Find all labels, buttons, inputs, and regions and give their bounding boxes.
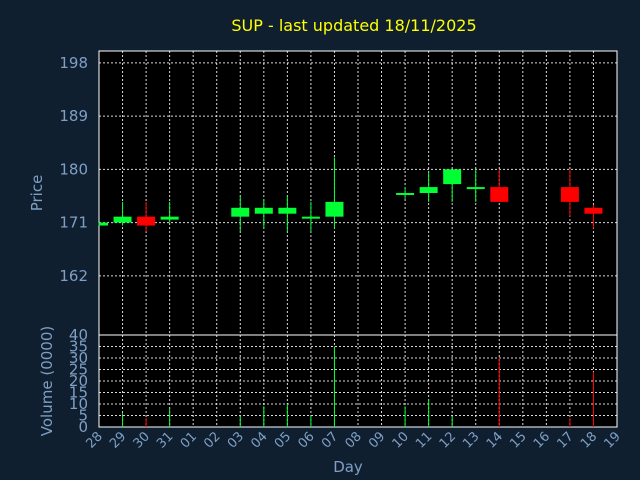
candle-body [419, 187, 438, 193]
candle-body [231, 207, 250, 217]
day-tick-label: 06 [295, 429, 317, 451]
candle-body [254, 207, 273, 214]
day-tick-label: 02 [201, 429, 223, 451]
volume-tick-label: 15 [69, 384, 88, 402]
price-tick-label: 180 [59, 160, 88, 178]
day-tick-label: 31 [154, 429, 176, 451]
candle-body [137, 216, 156, 226]
day-tick-label: 05 [272, 429, 294, 451]
candle-body [584, 207, 603, 214]
day-tick-label: 10 [390, 429, 412, 451]
day-tick-label: 16 [531, 429, 553, 451]
volume-tick-label: 35 [69, 338, 88, 356]
candle-body [160, 216, 179, 220]
x-axis-label: Day [333, 458, 363, 476]
day-tick-label: 01 [178, 429, 200, 451]
day-axis: 28 29 30 31 01 02 03 04 05 06 07 08 09 10 11 12 13 14 15 16… [84, 429, 624, 451]
candle-body [560, 187, 579, 202]
candles [98, 157, 603, 232]
day-tick-label: 30 [131, 429, 153, 451]
candle-body [396, 193, 415, 195]
day-tick-label: 08 [343, 429, 365, 451]
candle-body [99, 222, 108, 226]
price-tick-label: 171 [59, 214, 88, 232]
day-tick-label: 03 [225, 429, 247, 451]
day-tick-label: 09 [366, 429, 388, 451]
chart-title: SUP - last updated 18/11/2025 [231, 16, 476, 35]
day-tick-label: 11 [413, 429, 435, 451]
volume-tick-label: 30 [69, 349, 88, 367]
day-tick-label: 15 [507, 429, 529, 451]
day-tick-label: 04 [248, 429, 270, 451]
volume-tick-label: 25 [69, 361, 88, 379]
candle-body [113, 216, 132, 223]
day-tick-label: 18 [578, 429, 600, 451]
price-tick-label: 189 [59, 107, 88, 125]
candle-body [466, 187, 485, 190]
day-tick-label: 13 [460, 429, 482, 451]
price-axis: 162 171 180 189 198 [59, 54, 88, 285]
day-tick-label: 07 [319, 429, 341, 451]
day-tick-label: 19 [602, 429, 624, 451]
volume-tick-label: 10 [69, 395, 88, 413]
candle-body [278, 207, 297, 214]
day-tick-label: 17 [554, 429, 576, 451]
candle-body [325, 201, 344, 217]
volume-axis-label: Volume (0000) [38, 326, 56, 436]
price-tick-label: 162 [59, 267, 88, 285]
candle-body [443, 169, 462, 185]
candle-body [490, 187, 509, 202]
price-axis-label: Price [28, 175, 46, 212]
candle-body [301, 216, 320, 219]
volume-tick-label: 0 [78, 418, 88, 436]
volume-bars [122, 346, 594, 427]
volume-tick-label: 20 [69, 372, 88, 390]
day-tick-label: 29 [107, 429, 129, 451]
day-tick-label: 14 [484, 429, 506, 451]
price-tick-label: 198 [59, 54, 88, 72]
day-tick-label: 12 [437, 429, 459, 451]
volume-tick-label: 40 [69, 326, 88, 344]
volume-tick-label: 5 [78, 407, 88, 425]
